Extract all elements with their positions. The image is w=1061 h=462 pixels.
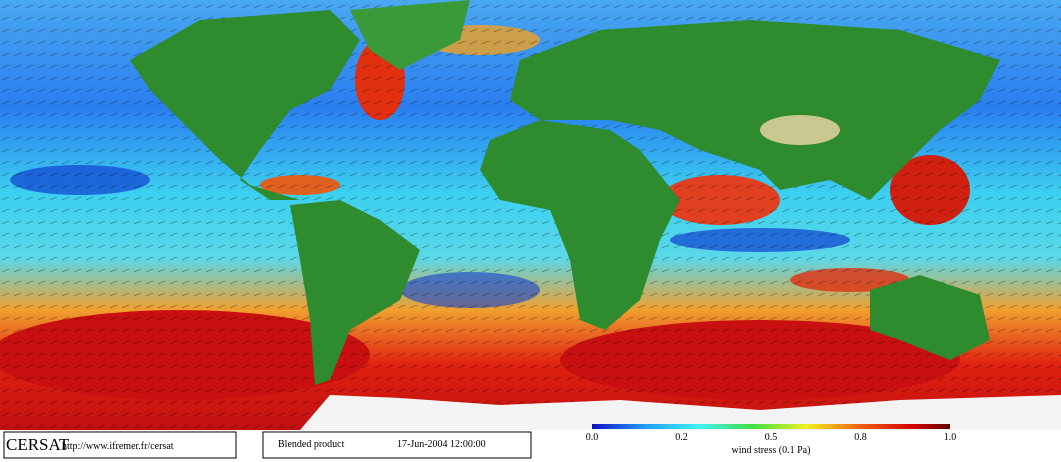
product-box [262, 431, 532, 459]
antarctica [300, 395, 1061, 430]
colorbar [592, 424, 950, 429]
colorbar-tick-label: 1.0 [944, 432, 957, 443]
australia [870, 275, 990, 360]
url: http://www.ifremer.fr/cersat [62, 441, 174, 452]
logo: CERSAT [6, 435, 70, 454]
date: 17-Jun-2004 12:00:00 [397, 439, 486, 450]
colorbar-label: wind stress (0.1 Pa) [732, 445, 811, 456]
logo-box [3, 431, 237, 459]
colorbar-tick-label: 0.0 [586, 432, 599, 443]
eurasia [510, 20, 1000, 200]
south-america [290, 200, 420, 385]
colorbar-tick-label: 0.2 [675, 432, 688, 443]
colorbar-ticks: 0.0 0.2 0.5 0.8 1.0 [586, 432, 957, 443]
greenland [350, 0, 470, 70]
tibet [760, 115, 840, 145]
continents [130, 0, 1061, 430]
colorbar-tick-label: 0.5 [765, 432, 778, 443]
colorbar-tick-label: 0.8 [854, 432, 867, 443]
north-america [130, 10, 360, 200]
africa [480, 120, 680, 330]
product: Blended product [278, 439, 345, 450]
